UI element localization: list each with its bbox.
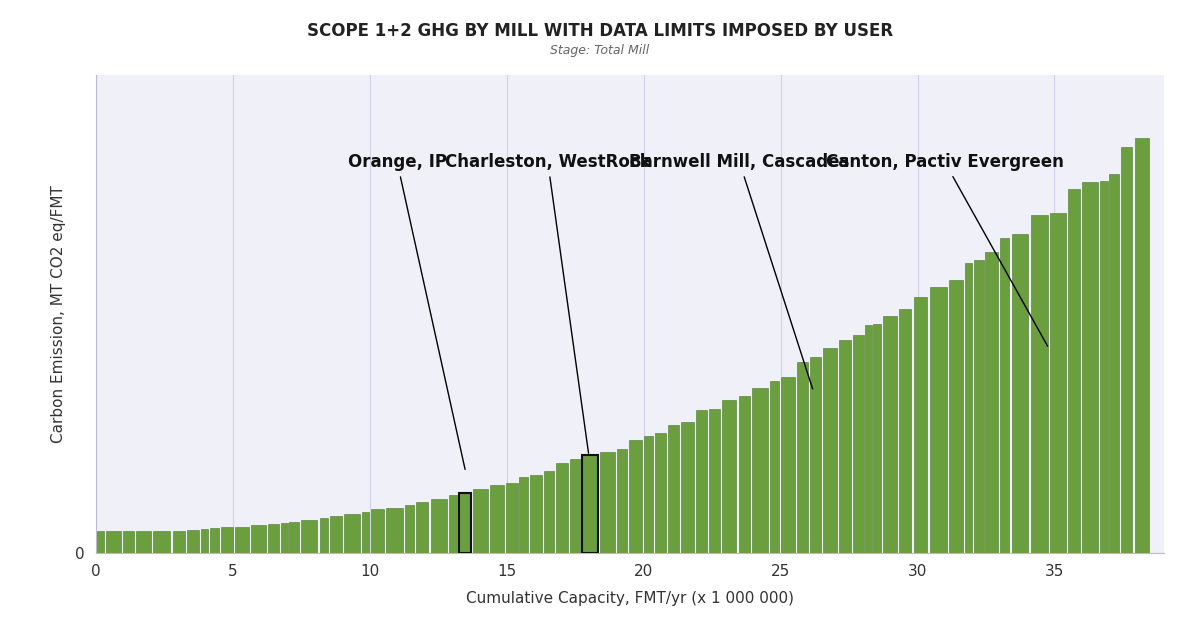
Bar <box>1001 238 1009 553</box>
Bar <box>655 433 666 553</box>
Bar <box>643 436 653 553</box>
Y-axis label: Carbon Emission, MT CO2 eq/FMT: Carbon Emission, MT CO2 eq/FMT <box>52 185 66 443</box>
Bar <box>362 512 370 553</box>
Text: Orange, IP: Orange, IP <box>348 153 466 469</box>
Bar <box>319 518 329 553</box>
Text: Stage: Total Mill: Stage: Total Mill <box>551 44 649 57</box>
Bar <box>301 520 317 553</box>
Bar <box>1068 189 1080 553</box>
Bar <box>506 483 517 553</box>
Bar <box>386 507 403 553</box>
Bar <box>853 335 864 553</box>
Bar <box>458 493 472 553</box>
Bar <box>1050 214 1066 553</box>
Bar <box>899 309 911 553</box>
Text: Barnwell Mill, Cascades: Barnwell Mill, Cascades <box>629 153 850 389</box>
Bar <box>221 527 233 553</box>
Bar <box>330 516 342 553</box>
Bar <box>1031 215 1048 553</box>
Bar <box>839 340 851 553</box>
Bar <box>491 485 504 553</box>
Bar <box>235 527 248 553</box>
Bar <box>823 348 836 553</box>
Bar <box>520 477 528 553</box>
Bar <box>930 287 947 553</box>
Bar <box>344 514 360 553</box>
Bar <box>810 357 821 553</box>
Bar <box>865 325 872 553</box>
Bar <box>474 489 488 553</box>
Bar <box>781 377 796 553</box>
Bar <box>770 381 779 553</box>
Bar <box>251 524 266 553</box>
Bar <box>406 505 414 553</box>
Bar <box>289 522 299 553</box>
Bar <box>124 531 134 553</box>
Bar <box>680 422 694 553</box>
Bar <box>752 387 768 553</box>
Bar <box>200 529 208 553</box>
Bar <box>582 455 598 553</box>
Bar <box>1082 181 1098 553</box>
Bar <box>668 425 678 553</box>
Bar <box>722 399 737 553</box>
Bar <box>570 458 580 553</box>
Bar <box>874 324 881 553</box>
Bar <box>696 410 707 553</box>
Bar <box>973 260 984 553</box>
Bar <box>544 472 554 553</box>
Text: SCOPE 1+2 GHG BY MILL WITH DATA LIMITS IMPOSED BY USER: SCOPE 1+2 GHG BY MILL WITH DATA LIMITS I… <box>307 22 893 40</box>
Bar <box>97 531 104 553</box>
Bar <box>431 499 448 553</box>
Bar <box>1135 138 1150 553</box>
Bar <box>965 263 972 553</box>
Bar <box>106 531 121 553</box>
Bar <box>371 509 384 553</box>
Bar <box>449 495 457 553</box>
Bar <box>883 316 896 553</box>
X-axis label: Cumulative Capacity, FMT/yr (x 1 000 000): Cumulative Capacity, FMT/yr (x 1 000 000… <box>466 590 794 605</box>
Bar <box>281 523 288 553</box>
Bar <box>985 252 998 553</box>
Bar <box>269 524 278 553</box>
Bar <box>1109 174 1120 553</box>
Bar <box>1121 147 1133 553</box>
Text: Canton, Pactiv Evergreen: Canton, Pactiv Evergreen <box>826 153 1064 346</box>
Bar <box>1012 234 1028 553</box>
Bar <box>797 362 809 553</box>
Text: Charleston, WestRock: Charleston, WestRock <box>445 153 650 453</box>
Bar <box>187 530 199 553</box>
Bar <box>949 280 964 553</box>
Bar <box>530 475 541 553</box>
Bar <box>629 440 642 553</box>
Bar <box>137 531 151 553</box>
Bar <box>210 528 218 553</box>
Bar <box>154 531 170 553</box>
Bar <box>617 448 628 553</box>
Bar <box>738 396 750 553</box>
Bar <box>173 531 185 553</box>
Bar <box>556 463 568 553</box>
Bar <box>600 452 616 553</box>
Bar <box>913 297 928 553</box>
Bar <box>1099 181 1108 553</box>
Bar <box>709 409 720 553</box>
Bar <box>416 502 428 553</box>
